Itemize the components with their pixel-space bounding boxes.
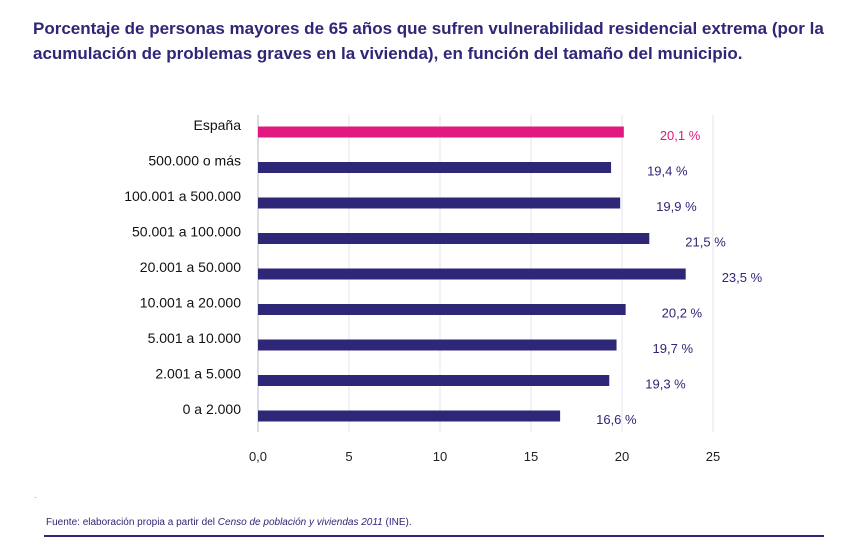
value-label: 23,5 % bbox=[722, 270, 763, 285]
x-tick-label: 15 bbox=[524, 449, 538, 464]
category-label: 20.001 a 50.000 bbox=[140, 259, 241, 275]
value-label: 19,3 % bbox=[645, 377, 686, 392]
bar bbox=[258, 162, 612, 173]
value-label: 19,9 % bbox=[656, 199, 697, 214]
source-text: elaboración propia a partir del bbox=[82, 517, 218, 528]
value-label: 19,7 % bbox=[653, 341, 694, 356]
category-label: 500.000 o más bbox=[148, 153, 241, 169]
chart-title: Porcentaje de personas mayores de 65 año… bbox=[33, 19, 824, 63]
x-tick-label: 10 bbox=[433, 449, 447, 464]
decorative-mark: - bbox=[34, 492, 37, 502]
bar bbox=[258, 339, 617, 351]
category-label: 50.001 a 100.000 bbox=[132, 224, 241, 240]
bar bbox=[258, 304, 626, 315]
category-label: 10.001 a 20.000 bbox=[140, 295, 241, 311]
source-title: Censo de población y viviendas 2011 bbox=[217, 517, 383, 528]
bar bbox=[258, 197, 621, 209]
category-label: España bbox=[194, 117, 242, 133]
value-label: 21,5 % bbox=[685, 235, 726, 250]
x-tick-label: 5 bbox=[345, 449, 352, 464]
bar-layer bbox=[258, 126, 686, 422]
value-label: 16,6 % bbox=[596, 412, 637, 427]
category-label: 2.001 a 5.000 bbox=[155, 366, 241, 382]
label-layer: 0,0 5 10 15 20 25 España 20,1 % 500.000 o más 19,… bbox=[124, 117, 762, 464]
bar-highlight bbox=[258, 126, 624, 138]
bar bbox=[258, 375, 610, 386]
bar bbox=[258, 410, 561, 422]
bar bbox=[258, 268, 686, 280]
x-tick-label: 20 bbox=[615, 449, 629, 464]
category-label: 100.001 a 500.000 bbox=[124, 188, 241, 204]
footer-rule bbox=[44, 535, 824, 537]
bar bbox=[258, 233, 650, 244]
category-label: 5.001 a 10.000 bbox=[148, 330, 242, 346]
x-tick-label: 0,0 bbox=[249, 449, 267, 464]
value-label: 19,4 % bbox=[647, 164, 688, 179]
source-note: Fuente: elaboración propia a partir del … bbox=[46, 517, 412, 528]
category-label: 0 a 2.000 bbox=[183, 401, 242, 417]
x-tick-label: 25 bbox=[706, 449, 720, 464]
value-label: 20,1 % bbox=[660, 128, 701, 143]
value-label: 20,2 % bbox=[662, 306, 703, 321]
source-label: Fuente: bbox=[46, 517, 80, 528]
source-tail: (INE). bbox=[382, 517, 412, 528]
